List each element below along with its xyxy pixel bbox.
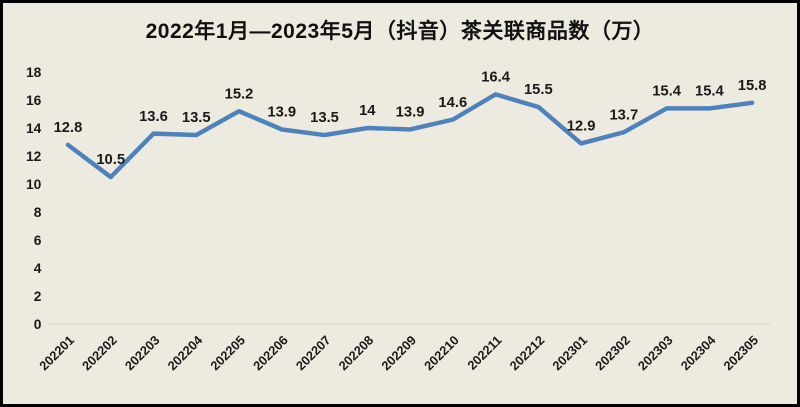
data-label: 14 xyxy=(359,103,376,119)
x-tick-label: 202201 xyxy=(36,332,77,373)
y-tick-label: 0 xyxy=(34,317,42,332)
x-tick-label: 202304 xyxy=(678,332,719,373)
data-label: 13.7 xyxy=(609,107,638,123)
data-label: 10.5 xyxy=(96,152,125,168)
data-label: 12.9 xyxy=(567,119,596,135)
data-label: 13.5 xyxy=(182,110,211,126)
data-label: 14.6 xyxy=(438,95,467,111)
y-tick-label: 8 xyxy=(34,205,42,220)
y-tick-label: 14 xyxy=(26,121,42,136)
x-tick-label: 202205 xyxy=(207,332,248,373)
x-tick-label: 202212 xyxy=(507,332,548,373)
data-label: 13.5 xyxy=(310,110,339,126)
data-label: 15.5 xyxy=(524,82,553,98)
data-label: 15.2 xyxy=(225,86,254,102)
chart-title: 2022年1月—2023年5月（抖音）茶关联商品数（万） xyxy=(145,20,655,43)
data-label: 13.9 xyxy=(267,105,296,121)
x-tick-label: 202208 xyxy=(336,332,377,373)
y-tick-label: 10 xyxy=(26,177,42,192)
x-tick-label: 202301 xyxy=(549,332,590,373)
data-label: 13.9 xyxy=(396,105,425,121)
x-tick-label: 202302 xyxy=(592,332,633,373)
y-tick-label: 12 xyxy=(26,149,42,164)
x-tick-label: 202209 xyxy=(378,332,419,373)
data-label: 15.4 xyxy=(652,84,682,100)
x-tick-label: 202206 xyxy=(250,332,291,373)
y-tick-label: 4 xyxy=(34,261,42,276)
x-tick-label: 202204 xyxy=(164,332,205,373)
data-label: 13.6 xyxy=(139,109,168,125)
y-tick-label: 18 xyxy=(26,65,42,80)
x-tick-label: 202305 xyxy=(720,332,761,373)
x-tick-label: 202211 xyxy=(464,332,504,372)
x-tick-label: 202207 xyxy=(293,332,334,373)
x-tick-label: 202210 xyxy=(421,332,462,373)
data-label: 12.8 xyxy=(54,120,83,136)
data-line xyxy=(65,92,755,180)
x-tick-label: 202202 xyxy=(79,332,120,373)
y-tick-label: 16 xyxy=(26,93,42,108)
x-tick-label: 202203 xyxy=(122,332,163,373)
data-label: 15.8 xyxy=(738,78,767,94)
y-tick-label: 6 xyxy=(34,233,42,248)
x-tick-label: 202303 xyxy=(635,332,676,373)
data-label: 16.4 xyxy=(481,70,511,86)
data-label: 15.4 xyxy=(695,84,725,100)
y-tick-label: 2 xyxy=(34,289,42,304)
